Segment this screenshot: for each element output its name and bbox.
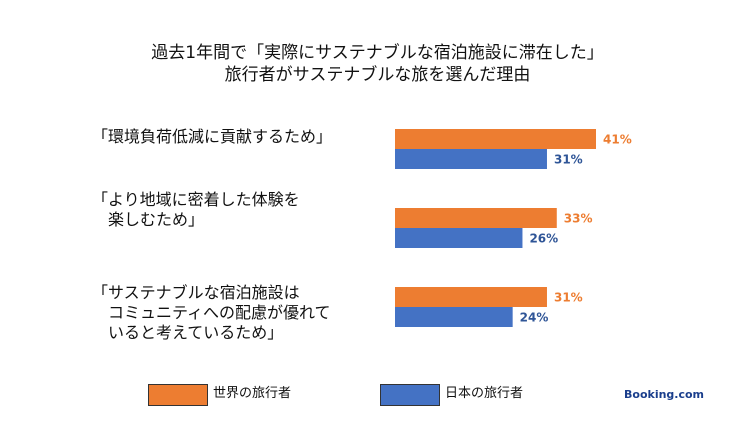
data-label-japan-2: 26% bbox=[529, 232, 558, 246]
title-line-1: 過去1年間で「実際にサステナブルな宿泊施設に滞在した」 bbox=[151, 43, 604, 63]
data-label-japan-1: 31% bbox=[554, 153, 583, 167]
data-label-japan-3: 24% bbox=[520, 311, 549, 325]
bar-japan-3 bbox=[395, 307, 513, 327]
bar-japan-1 bbox=[395, 149, 547, 169]
data-label-world-2: 33% bbox=[564, 212, 593, 226]
data-label-world-3: 31% bbox=[554, 291, 583, 305]
category-label-2: 「より地域に密着した体験を 楽しむため」 bbox=[92, 190, 300, 229]
legend-label-world: 世界の旅行者 bbox=[213, 386, 292, 401]
data-label-world-1: 41% bbox=[603, 133, 632, 147]
booking-logo: Booking.com bbox=[624, 388, 705, 401]
category-label-3: 「サステナブルな宿泊施設は コミュニティへの配慮が優れて いると考えているため」 bbox=[92, 283, 331, 342]
bar-world-3 bbox=[395, 287, 547, 307]
bar-world-2 bbox=[395, 208, 557, 228]
legend-swatch-japan bbox=[380, 384, 440, 406]
bar-world-1 bbox=[395, 129, 596, 149]
category-label-1: 「環境負荷低減に貢献するため」 bbox=[92, 127, 333, 146]
chart-title: 過去1年間で「実際にサステナブルな宿泊施設に滞在した」 旅行者がサステナブルな旅… bbox=[0, 42, 755, 86]
title-line-2: 旅行者がサステナブルな旅を選んだ理由 bbox=[224, 65, 531, 85]
bar-japan-2 bbox=[395, 228, 523, 248]
legend-label-japan: 日本の旅行者 bbox=[445, 386, 524, 401]
legend-swatch-world bbox=[148, 384, 208, 406]
